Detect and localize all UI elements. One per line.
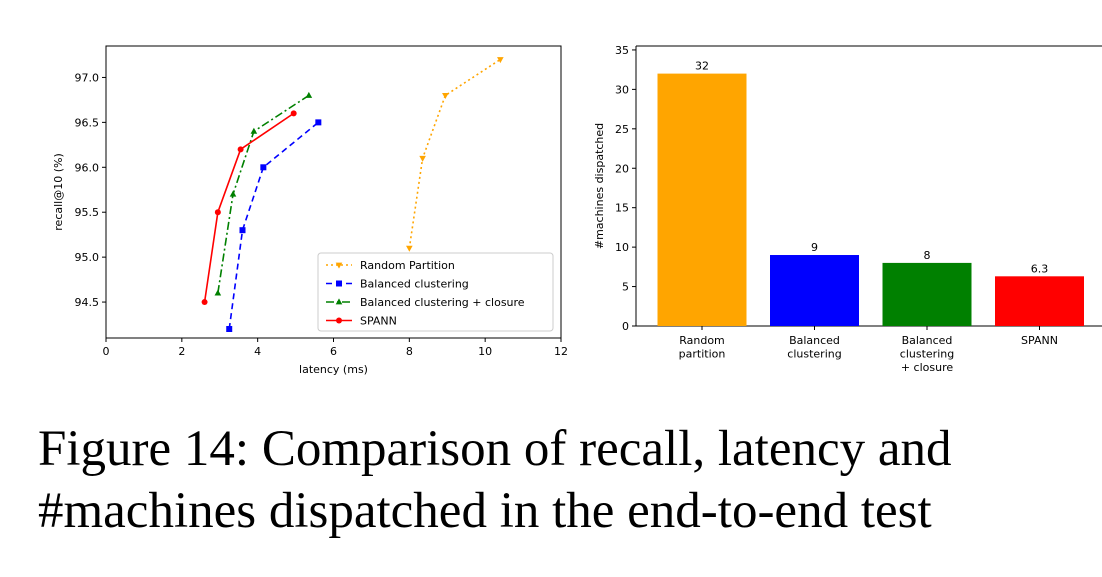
- x-tick-label: 6: [330, 345, 337, 358]
- x-tick-label: 4: [254, 345, 261, 358]
- data-point: [214, 289, 222, 296]
- data-point: [315, 119, 322, 126]
- data-point: [497, 57, 504, 64]
- data-point: [229, 190, 237, 197]
- bar-value-label: 6.3: [1031, 262, 1049, 275]
- y-tick-label: 94.5: [75, 296, 100, 309]
- y-tick-label: 30: [615, 83, 629, 96]
- data-point: [305, 91, 313, 98]
- series-line: [203, 112, 295, 303]
- y-tick-label: 20: [615, 162, 629, 175]
- x-category-label: Random: [679, 334, 725, 347]
- legend-marker: [336, 317, 342, 324]
- legend-label: SPANN: [360, 315, 397, 328]
- x-category-label: partition: [679, 348, 726, 361]
- data-point: [290, 110, 297, 117]
- x-category-label: Balanced: [789, 334, 840, 347]
- legend-marker: [335, 262, 343, 269]
- bar-chart: 0 5 10 15 20 25 30 35 #machines dispatched 32 Rand…: [593, 44, 1102, 374]
- x-category-label: Balanced: [902, 334, 953, 347]
- line-chart: 0 2 4 6 8 10 12 94.5 95.0 95.5 96.0 96.5 97.0 latency…: [52, 45, 568, 376]
- x-tick-label: 10: [478, 345, 492, 358]
- data-point: [442, 93, 449, 100]
- y-axis-label: recall@10 (%): [52, 153, 65, 230]
- legend-marker: [336, 280, 342, 287]
- legend-label: Balanced clustering: [360, 278, 469, 291]
- x-tick-label: 8: [406, 345, 413, 358]
- y-tick-label: 96.0: [75, 161, 100, 174]
- data-point: [239, 227, 246, 234]
- y-tick-label: 97.0: [75, 71, 100, 84]
- data-point: [250, 127, 258, 134]
- x-category-label: + closure: [901, 361, 954, 374]
- legend-marker: [335, 298, 343, 305]
- data-point: [201, 299, 208, 306]
- data-point: [214, 209, 221, 216]
- x-tick-label: 12: [554, 345, 568, 358]
- series-line: [228, 121, 319, 330]
- x-category-label: clustering: [787, 348, 841, 361]
- bar-value-label: 9: [811, 241, 818, 254]
- y-tick-label: 95.5: [75, 206, 100, 219]
- bar: [770, 255, 859, 326]
- bar: [995, 276, 1084, 326]
- x-category-label: clustering: [900, 348, 954, 361]
- y-tick-label: 0: [622, 320, 629, 333]
- y-tick-label: 10: [615, 241, 629, 254]
- data-point: [419, 155, 426, 162]
- y-tick-label: 15: [615, 202, 629, 215]
- data-point: [260, 164, 267, 171]
- legend-box: [317, 252, 554, 332]
- y-tick-label: 96.5: [75, 116, 100, 129]
- y-tick-label: 25: [615, 123, 629, 136]
- series-line: [217, 94, 310, 294]
- caption-line-2: #machines dispatched in the end-to-end t…: [38, 483, 932, 539]
- bar-value-label: 32: [695, 60, 709, 73]
- x-axis-label: latency (ms): [299, 363, 368, 376]
- bar-value-label: 8: [924, 249, 931, 262]
- figure-caption: Figure 14: Comparison of recall, latency…: [38, 418, 1098, 542]
- legend-label: Balanced clustering + closure: [360, 296, 525, 309]
- caption-line-1: Figure 14: Comparison of recall, latency…: [38, 421, 952, 477]
- series-line: [408, 58, 501, 249]
- y-tick-label: 95.0: [75, 251, 100, 264]
- y-tick-label: 35: [615, 44, 629, 57]
- data-point: [237, 146, 244, 153]
- legend-label: Random Partition: [360, 259, 455, 272]
- x-category-label: SPANN: [1021, 334, 1058, 347]
- bar: [657, 73, 747, 326]
- bar: [882, 262, 972, 326]
- data-point: [226, 326, 233, 333]
- y-axis-label: #machines dispatched: [593, 123, 606, 249]
- x-tick-label: 2: [178, 345, 185, 358]
- data-point: [406, 245, 413, 252]
- y-tick-label: 5: [622, 281, 629, 294]
- x-tick-label: 0: [103, 345, 110, 358]
